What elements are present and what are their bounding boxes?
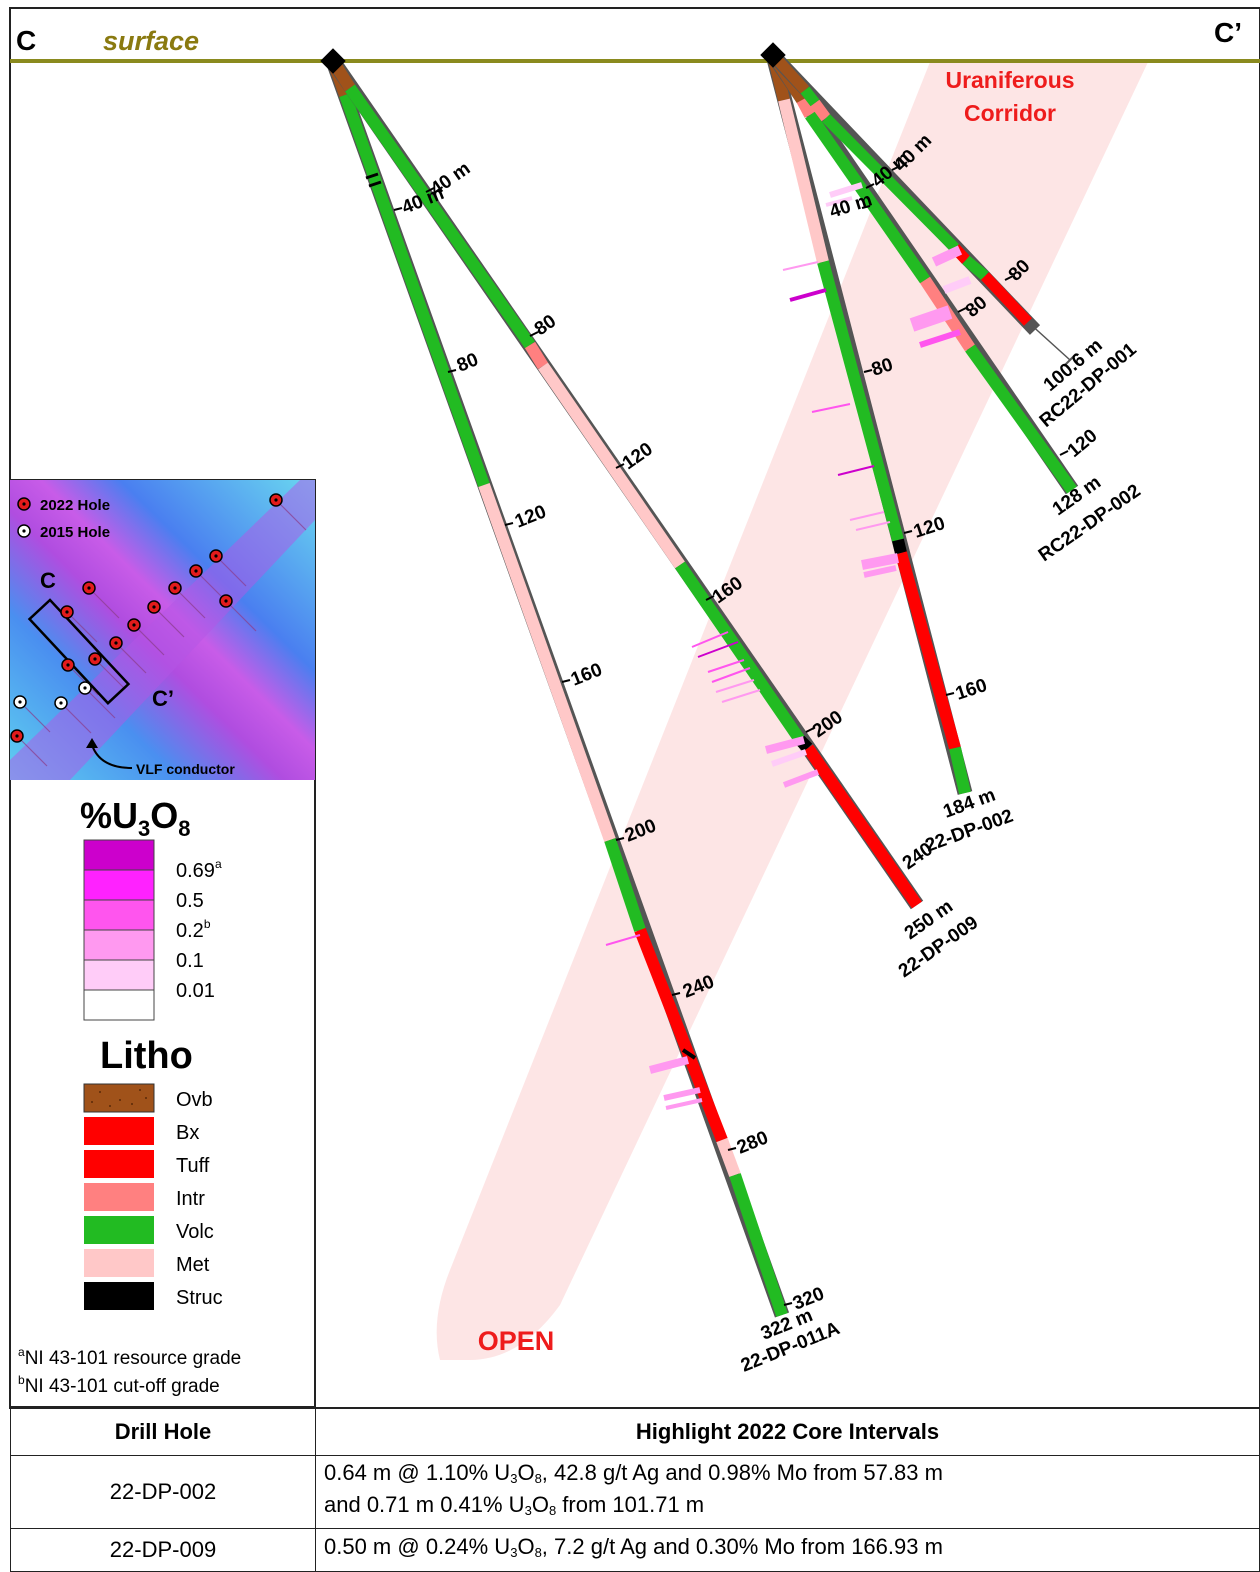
grade-intercepts bbox=[605, 182, 972, 1110]
corridor-label-line1: Uraniferous bbox=[945, 67, 1074, 93]
footnotes: aNI 43-101 resource grade bNI 43-101 cut… bbox=[18, 1345, 241, 1397]
litho-struc-label: Struc bbox=[176, 1287, 223, 1309]
grade-069-label: 0.69a bbox=[176, 857, 222, 882]
footnote-a: aNI 43-101 resource grade bbox=[18, 1345, 241, 1369]
grade-05-label: 0.5 bbox=[176, 890, 204, 912]
drill-hole-RC22-DP-001 bbox=[767, 50, 1077, 367]
inset-section-end: C’ bbox=[152, 686, 174, 711]
open-label: OPEN bbox=[478, 1326, 555, 1356]
footnote-b: bNI 43-101 cut-off grade bbox=[18, 1373, 220, 1397]
litho-ovb-label: Ovb bbox=[176, 1089, 213, 1111]
litho-legend-title: Litho bbox=[100, 1035, 193, 1077]
table-header-row: Drill Hole Highlight 2022 Core Intervals bbox=[10, 1408, 1260, 1456]
grade-001-label: 0.01 bbox=[176, 980, 215, 1002]
surface-label: surface bbox=[103, 26, 199, 56]
vlf-conductor-label: VLF conductor bbox=[136, 761, 235, 777]
drill-hole-22-DP-011A bbox=[325, 58, 790, 1318]
inset-section-start: C bbox=[40, 568, 56, 593]
litho-volc-label: Volc bbox=[176, 1221, 214, 1243]
litho-intr-label: Intr bbox=[176, 1188, 205, 1210]
corridor-label-line2: Corridor bbox=[964, 100, 1056, 126]
collar-left bbox=[320, 48, 346, 74]
grade-01-label: 0.1 bbox=[176, 950, 204, 972]
legend-2022-hole-label: 2022 Hole bbox=[40, 497, 110, 514]
highlights-table: Drill Hole Highlight 2022 Core Intervals… bbox=[10, 1408, 1260, 1572]
uraniferous-corridor bbox=[436, 62, 1149, 1360]
depth-ticks bbox=[393, 165, 1069, 1306]
section-label-right: C’ bbox=[1214, 17, 1242, 48]
inset-map: 2022 Hole 2015 Hole C C’ VLF conductor bbox=[10, 480, 315, 780]
grade-legend: %U3O8 0.69a 0.5 0.2b 0.1 0.01 bbox=[80, 795, 222, 1021]
table-row: 22-DP-009 0.50 m @ 0.24% U3O8, 7.2 g/t A… bbox=[10, 1528, 1260, 1572]
litho-bx-label: Bx bbox=[176, 1122, 199, 1144]
section-label-left: C bbox=[16, 25, 36, 56]
collar-right bbox=[760, 42, 786, 68]
row-interval: 0.64 m @ 1.10% U3O8, 42.8 g/t Ag and 0.9… bbox=[315, 1455, 1260, 1529]
row-interval: 0.50 m @ 0.24% U3O8, 7.2 g/t Ag and 0.30… bbox=[315, 1528, 1260, 1572]
litho-met-label: Met bbox=[176, 1254, 210, 1276]
row-hole: 22-DP-002 bbox=[10, 1455, 316, 1529]
grade-legend-title: %U3O8 bbox=[80, 795, 191, 841]
col-highlights: Highlight 2022 Core Intervals bbox=[315, 1408, 1260, 1456]
grade-02-label: 0.2b bbox=[176, 917, 211, 942]
litho-legend: Litho Ovb Bx Tuff Intr Volc Met Struc bbox=[83, 1035, 223, 1310]
table-row: 22-DP-002 0.64 m @ 1.10% U3O8, 42.8 g/t … bbox=[10, 1455, 1260, 1529]
arrow-icon bbox=[86, 738, 98, 748]
litho-tuff-label: Tuff bbox=[176, 1155, 210, 1177]
col-drill-hole: Drill Hole bbox=[10, 1408, 316, 1456]
legend-2015-hole-label: 2015 Hole bbox=[40, 524, 110, 541]
drill-hole-22-DP-009 bbox=[326, 56, 924, 910]
row-hole: 22-DP-009 bbox=[10, 1528, 316, 1572]
